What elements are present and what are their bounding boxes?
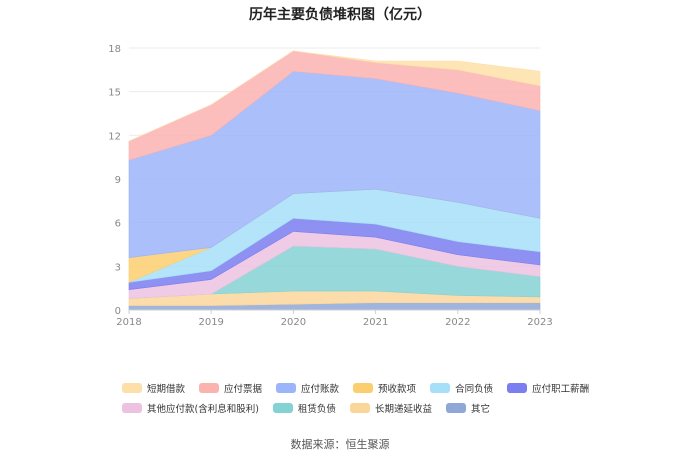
legend-swatch — [276, 383, 297, 393]
legend-item[interactable]: 长期递延收益 — [349, 401, 432, 415]
y-tick-label: 18 — [108, 44, 121, 55]
x-tick-label: 2019 — [198, 317, 223, 328]
x-tick-label: 2018 — [116, 317, 141, 328]
legend-swatch — [122, 383, 142, 393]
legend-row: 其他应付款(含利息和股利) 租赁负债 长期递延收益 其它 — [122, 398, 572, 418]
legend-swatch — [507, 383, 528, 393]
legend-swatch — [272, 403, 293, 413]
legend-label: 合同负债 — [455, 384, 494, 395]
area-短期借款 — [128, 50, 541, 142]
legend-label: 应付职工薪酬 — [532, 384, 590, 395]
legend-item[interactable]: 其他应付款(含利息和股利) — [122, 401, 259, 415]
y-tick-label: 0 — [115, 306, 121, 317]
legend-item[interactable]: 租赁负债 — [272, 401, 336, 415]
legend-swatch — [349, 403, 370, 413]
legend-label: 租赁负债 — [297, 404, 336, 415]
legend-item[interactable]: 其它 — [445, 401, 490, 415]
legend-item[interactable]: 应付账款 — [276, 381, 339, 395]
legend-label: 应付票据 — [224, 384, 263, 395]
legend-item[interactable]: 合同负债 — [430, 381, 493, 395]
x-tick-label: 2021 — [363, 317, 388, 328]
y-tick-label: 6 — [115, 219, 121, 230]
y-tick-label: 12 — [108, 131, 121, 142]
x-tick-label: 2020 — [281, 317, 306, 328]
legend-item[interactable]: 预收款项 — [353, 381, 416, 395]
legend-label: 长期递延收益 — [374, 404, 432, 415]
y-tick-label: 15 — [108, 88, 121, 99]
legend-swatch — [122, 403, 142, 413]
legend-label: 应付账款 — [301, 384, 340, 395]
legend-label: 短期借款 — [147, 384, 186, 395]
legend-swatch — [353, 383, 374, 393]
x-tick-label: 2022 — [445, 317, 470, 328]
legend-label: 其它 — [470, 404, 490, 415]
legend: 短期借款 应付票据 应付账款 预收款项 合同负债 应付职工薪酬 其他应付款(含利息和股利)… — [122, 378, 589, 418]
legend-label: 其他应付款(含利息和股利) — [147, 404, 259, 415]
legend-swatch — [445, 403, 466, 413]
stacked-area-chart: 0 3 6 9 12 15 18 2018 2019 2020 2021 2022 2023 — [108, 44, 552, 328]
data-source: 数据来源：恒生聚源 — [290, 438, 390, 451]
x-tick-label: 2023 — [527, 317, 552, 328]
legend-row: 短期借款 应付票据 应付账款 预收款项 合同负债 应付职工薪酬 — [122, 378, 589, 398]
legend-item[interactable]: 应付票据 — [199, 381, 262, 395]
legend-swatch — [430, 383, 451, 393]
y-tick-label: 3 — [115, 262, 121, 273]
legend-item[interactable]: 短期借款 — [122, 381, 185, 395]
legend-label: 预收款项 — [378, 384, 417, 395]
axis-labels: 0 3 6 9 12 15 18 2018 2019 2020 2021 2022 2023 — [108, 44, 552, 328]
chart-title: 历年主要负债堆积图（亿元） — [249, 7, 431, 23]
y-tick-label: 9 — [115, 175, 121, 186]
area-series — [128, 50, 541, 311]
legend-item[interactable]: 应付职工薪酬 — [507, 381, 589, 395]
legend-swatch — [199, 383, 220, 393]
